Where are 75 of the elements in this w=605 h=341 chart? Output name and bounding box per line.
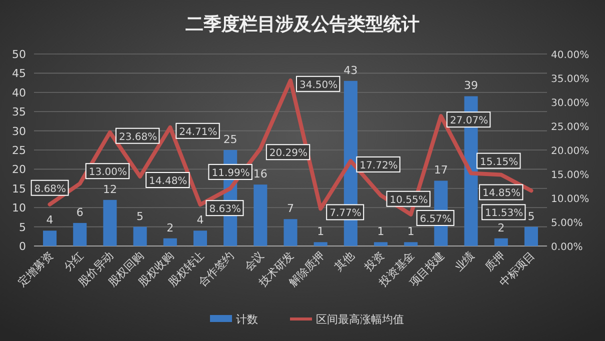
- bar: [524, 226, 538, 246]
- bar: [374, 242, 388, 246]
- y2-tick-label: 0.00%: [551, 242, 583, 253]
- data-label: 5: [528, 210, 535, 223]
- x-tick-label: 投资: [361, 248, 387, 274]
- y2-tick-label: 30.00%: [551, 98, 590, 109]
- y2-tick-label: 40.00%: [551, 50, 590, 61]
- data-label: 1: [407, 225, 414, 238]
- data-label: 7: [287, 202, 294, 216]
- bar: [494, 238, 508, 246]
- data-label: 13.00%: [88, 167, 128, 178]
- y-tick-label: 45: [12, 67, 26, 80]
- bar: [133, 226, 147, 246]
- data-label: 17: [434, 164, 448, 177]
- data-label: 4: [46, 214, 54, 227]
- y-tick-label: 20: [12, 163, 26, 176]
- data-label: 27.07%: [450, 116, 488, 127]
- data-label: 5: [136, 210, 144, 223]
- bar: [73, 222, 87, 246]
- data-label: 34.50%: [300, 80, 338, 91]
- y-tick-label: 25: [12, 144, 26, 157]
- y2-tick-label: 35.00%: [551, 74, 590, 85]
- x-tick-label: 分红: [61, 248, 86, 274]
- bar: [284, 219, 298, 246]
- data-label: 1: [377, 225, 384, 238]
- bar: [254, 184, 268, 246]
- data-label: 6.57%: [420, 214, 452, 225]
- chart-title: 二季度栏目涉及公告类型统计: [186, 14, 420, 35]
- y-tick-label: 30: [12, 124, 26, 138]
- bar: [314, 242, 328, 246]
- x-tick-label: 质押: [482, 248, 508, 274]
- bar: [163, 238, 177, 246]
- y2-tick-label: 15.00%: [551, 170, 590, 181]
- data-label: 16: [253, 168, 268, 181]
- data-label: 11.53%: [485, 208, 524, 220]
- bar: [43, 230, 57, 246]
- x-tick-label: 业绩: [452, 248, 478, 274]
- bar: [193, 230, 208, 246]
- data-label: 24.71%: [179, 126, 218, 138]
- bar: [103, 200, 117, 246]
- y2-tick-label: 25.00%: [551, 122, 590, 133]
- data-label: 11.99%: [212, 168, 250, 179]
- y-tick-label: 5: [19, 220, 26, 234]
- data-label: 14.48%: [149, 176, 188, 187]
- data-label: 12: [102, 182, 117, 196]
- y-tick-label: 35: [12, 106, 26, 119]
- x-tick-label: 其他: [332, 248, 357, 274]
- data-label: 8.68%: [34, 184, 66, 195]
- data-label: 14.85%: [482, 188, 521, 200]
- legend-label: 计数: [236, 313, 258, 326]
- x-tick-label: 会议: [242, 248, 267, 274]
- data-label: 23.68%: [118, 132, 158, 143]
- data-label: 8.63%: [209, 204, 242, 216]
- legend-label: 区间最高涨幅均值: [316, 313, 404, 326]
- data-label: 6: [76, 206, 84, 219]
- y-tick-label: 50: [12, 48, 26, 61]
- data-label: 10.55%: [390, 194, 428, 206]
- y-tick-label: 15: [12, 182, 26, 196]
- data-label: 17.72%: [360, 160, 398, 172]
- y2-tick-label: 20.00%: [551, 146, 590, 157]
- bar: [404, 242, 418, 246]
- data-label: 20.29%: [269, 148, 308, 160]
- data-label: 4: [196, 214, 204, 227]
- data-label: 15.15%: [480, 156, 518, 168]
- data-label: 43: [344, 64, 358, 77]
- data-label: 2: [166, 221, 174, 234]
- data-label: 25: [223, 133, 238, 146]
- y2-tick-label: 10.00%: [551, 194, 590, 205]
- data-label: 1: [317, 225, 324, 238]
- data-label: 7.77%: [330, 208, 362, 220]
- y-tick-label: 10: [12, 202, 26, 215]
- y-tick-label: 40: [12, 86, 26, 100]
- data-label: 2: [498, 221, 505, 234]
- data-label: 39: [464, 79, 478, 92]
- y2-tick-label: 5.00%: [551, 218, 583, 229]
